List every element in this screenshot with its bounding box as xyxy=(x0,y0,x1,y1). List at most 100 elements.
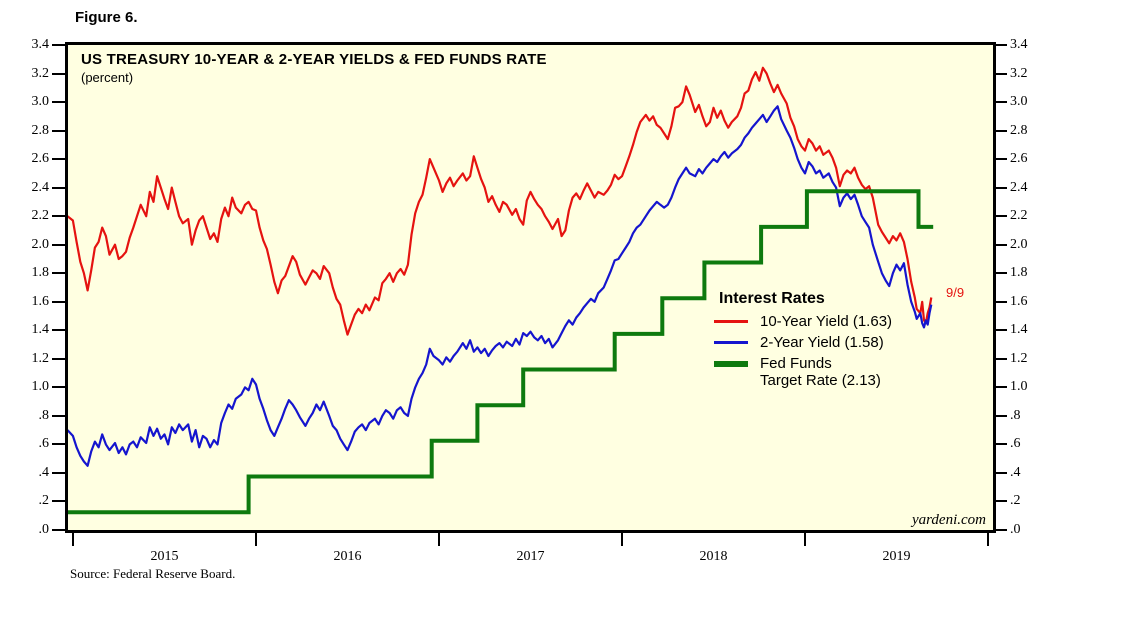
chart-subtitle: (percent) xyxy=(81,70,134,85)
x-axis-year-label: 2015 xyxy=(150,549,179,564)
y-axis-label-right: .4 xyxy=(1010,464,1021,480)
y-axis-tick-right xyxy=(996,215,1007,218)
y-axis-tick-right xyxy=(996,272,1007,275)
legend-item-fed-funds: Fed Funds xyxy=(714,355,892,372)
y-axis-label-left: 1.6 xyxy=(31,293,50,309)
x-axis-tick xyxy=(987,533,990,546)
y-axis-tick-right xyxy=(996,500,1007,503)
y-axis-tick-left xyxy=(52,186,65,189)
y-axis-label-left: 3.2 xyxy=(31,65,50,81)
legend-item-2-year-yield: 2-Year Yield (1.58) xyxy=(714,334,892,351)
y-axis-label-right: 1.2 xyxy=(1010,350,1028,366)
x-axis-tick xyxy=(254,533,257,546)
y-axis-tick-right xyxy=(996,357,1007,360)
y-axis-label-right: .0 xyxy=(1010,522,1021,537)
y-axis-label-left: .6 xyxy=(38,436,50,452)
legend: Interest Rates 10-Year Yield (1.63) 2-Ye… xyxy=(714,290,892,389)
x-axis-tick xyxy=(621,533,623,546)
y-axis-tick-left xyxy=(52,243,65,246)
chart-series-canvas xyxy=(68,66,934,515)
y-axis-tick-right xyxy=(996,329,1007,332)
y-axis-tick-left xyxy=(52,443,65,446)
y-axis-label-right: 1.4 xyxy=(1010,322,1028,338)
two-year-yield-line xyxy=(68,105,933,467)
y-axis-label-right: 2.4 xyxy=(1010,179,1028,195)
y-axis-tick-left xyxy=(52,300,65,303)
y-axis-label-right: 3.2 xyxy=(1010,65,1028,81)
y-axis-tick-left xyxy=(52,386,65,389)
y-axis-tick-left xyxy=(52,357,65,360)
y-axis-label-left: .4 xyxy=(38,464,50,480)
y-axis-label-left: 1.8 xyxy=(31,265,50,281)
y-axis-label-right: .2 xyxy=(1010,493,1021,509)
y-axis-tick-right xyxy=(996,529,1007,531)
source-note: Source: Federal Reserve Board. xyxy=(70,566,236,581)
y-axis-label-left: 3.0 xyxy=(31,94,50,110)
y-axis-label-left: 2.0 xyxy=(31,236,50,252)
y-axis-tick-left xyxy=(52,215,65,218)
y-axis-label-right: 1.0 xyxy=(1010,379,1028,395)
y-axis-tick-left xyxy=(52,272,65,275)
y-axis-tick-right xyxy=(996,414,1007,417)
y-axis-label-right: 1.8 xyxy=(1010,265,1028,281)
y-axis-tick-left xyxy=(52,129,65,132)
y-axis-label-left: 1.4 xyxy=(31,322,50,338)
y-axis-tick-right xyxy=(996,101,1007,104)
legend-title: Interest Rates xyxy=(719,290,825,307)
y-axis-label-left: 1.0 xyxy=(31,379,50,395)
legend-label-fed-funds: Fed Funds xyxy=(760,355,832,372)
watermark: yardeni.com xyxy=(911,512,986,528)
y-axis-tick-right xyxy=(996,129,1007,132)
y-axis-tick-right xyxy=(996,44,1007,46)
chart-title: US TREASURY 10-YEAR & 2-YEAR YIELDS & FE… xyxy=(81,51,547,68)
y-axis-label-right: 1.6 xyxy=(1010,293,1028,309)
y-axis-tick-right xyxy=(996,158,1007,161)
y-axis-tick-right xyxy=(996,471,1007,474)
y-axis-tick-left xyxy=(52,529,65,531)
y-axis-label-left: 2.6 xyxy=(31,151,50,167)
y-axis-label-right: 3.4 xyxy=(1010,37,1028,52)
fed-funds-target-rate-line xyxy=(68,189,934,515)
y-axis-label-left: .2 xyxy=(38,493,50,509)
y-axis-label-right: 2.6 xyxy=(1010,151,1028,167)
y-axis-label-left: 2.4 xyxy=(31,179,50,195)
y-axis-label-left: 1.2 xyxy=(31,350,50,366)
legend-label-10-year-yield: 10-Year Yield (1.63) xyxy=(760,313,893,330)
x-axis-tick xyxy=(804,533,807,546)
y-axis-label-right: 2.0 xyxy=(1010,236,1028,252)
y-axis-tick-right xyxy=(996,443,1007,446)
x-axis-year-label: 2017 xyxy=(516,549,545,564)
two-year-line-swatch xyxy=(714,341,748,344)
y-axis-tick-left xyxy=(52,158,65,161)
fed-funds-line-swatch xyxy=(714,360,748,367)
y-axis-label-left: .8 xyxy=(38,407,50,423)
y-axis-label-right: 2.8 xyxy=(1010,122,1028,138)
ten-year-yield-line xyxy=(68,66,933,336)
y-axis-tick-left xyxy=(52,471,65,474)
latest-date-annotation: 9/9 xyxy=(946,285,965,300)
x-axis-tick xyxy=(437,533,440,546)
y-axis-label-left: 2.2 xyxy=(31,208,50,224)
y-axis-label-left: .0 xyxy=(38,522,50,537)
x-axis-year-label: 2018 xyxy=(699,549,728,564)
y-axis-tick-right xyxy=(996,386,1007,389)
x-axis-tick xyxy=(71,533,74,546)
y-axis-tick-left xyxy=(52,414,65,417)
x-axis-year-label: 2016 xyxy=(333,549,362,564)
y-axis-tick-right xyxy=(996,72,1007,75)
legend-item-10-year-yield: 10-Year Yield (1.63) xyxy=(714,313,892,330)
y-axis-label-right: 2.2 xyxy=(1010,208,1028,224)
y-axis-tick-right xyxy=(996,300,1007,303)
y-axis-tick-right xyxy=(996,243,1007,246)
y-axis-label-right: .6 xyxy=(1010,436,1021,452)
y-axis-tick-left xyxy=(52,500,65,503)
chart-plot-area: US TREASURY 10-YEAR & 2-YEAR YIELDS & FE… xyxy=(65,42,996,533)
y-axis-label-right: 3.0 xyxy=(1010,94,1028,110)
y-axis-label-right: .8 xyxy=(1010,407,1021,423)
y-axis-label-left: 3.4 xyxy=(31,37,50,52)
legend-label-2-year-yield: 2-Year Yield (1.58) xyxy=(760,334,884,351)
y-axis-tick-right xyxy=(996,186,1007,189)
y-axis-tick-left xyxy=(52,72,65,75)
y-axis-tick-left xyxy=(52,329,65,332)
